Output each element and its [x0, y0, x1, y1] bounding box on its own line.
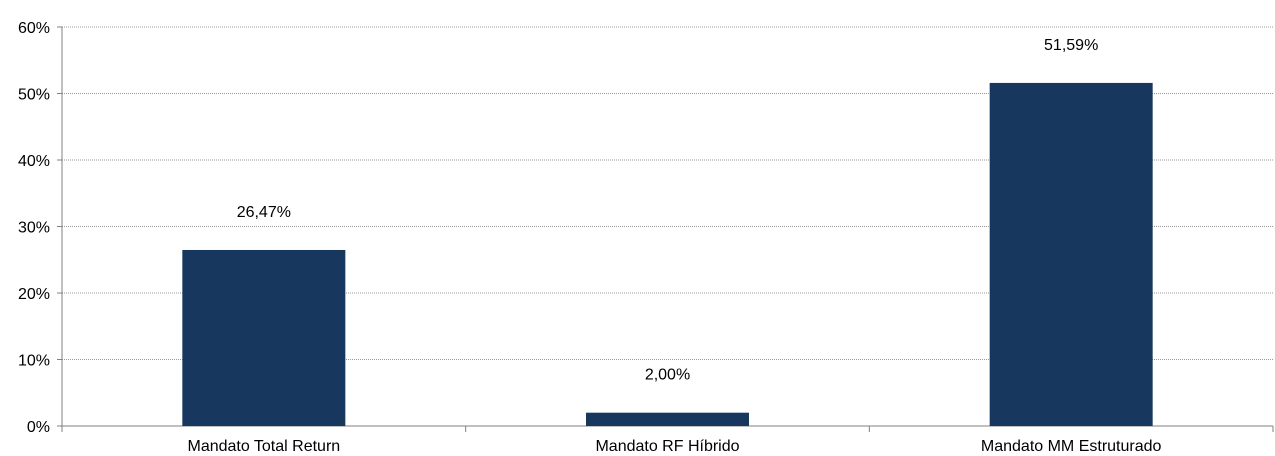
bars — [182, 82, 1153, 426]
y-tick-label: 30% — [18, 220, 50, 237]
y-tick-label: 50% — [18, 87, 50, 104]
labels: 0% 10% 20% 30% 40% 50% 60% 26,47% Mandato Total … — [18, 20, 1162, 455]
y-tick-label: 40% — [18, 153, 50, 170]
category-label-1: Mandato Total Return — [187, 438, 340, 455]
data-label-3: 51,59% — [1044, 37, 1098, 54]
data-label-2: 2,00% — [645, 367, 690, 384]
y-tick-label: 60% — [18, 20, 50, 37]
category-label-2: Mandato RF Híbrido — [595, 438, 739, 455]
data-label-1: 26,47% — [237, 204, 291, 221]
y-tick-label: 10% — [18, 353, 50, 370]
bar-3 — [989, 82, 1153, 426]
bar-2 — [586, 412, 749, 426]
y-tick-label: 0% — [27, 419, 50, 436]
category-label-3: Mandato MM Estruturado — [981, 438, 1162, 455]
y-tick-label: 20% — [18, 286, 50, 303]
bar-1 — [182, 249, 346, 426]
